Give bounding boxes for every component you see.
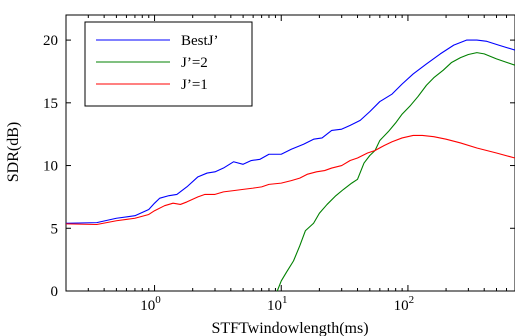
x-tick-label: 100: [140, 294, 161, 314]
series-line-3: [65, 134, 515, 226]
axis-ticks: 0 5 10 15 20 100 101 102: [43, 15, 515, 314]
legend-label-2: J’=2: [181, 55, 208, 71]
series-line-2: [276, 52, 515, 292]
y-tick-label: 5: [51, 221, 59, 237]
y-tick-label: 15: [43, 96, 58, 112]
legend-label-1: BestJ’: [181, 33, 219, 49]
legend: BestJ’ J’=2 J’=1: [84, 21, 253, 107]
y-tick-label: 10: [43, 159, 58, 175]
y-tick-label: 0: [51, 284, 59, 300]
series-line-1: [65, 39, 515, 224]
legend-box: [84, 21, 253, 107]
legend-label-3: J’=1: [181, 77, 208, 93]
x-tick-label: 102: [394, 294, 415, 314]
plot-frame: [65, 14, 515, 292]
y-tick-label: 20: [43, 33, 58, 49]
x-tick-label: 101: [267, 294, 288, 314]
y-axis-title: SDR(dB): [5, 122, 22, 182]
series-lines: [65, 39, 515, 292]
x-axis-title: STFTwindowlength(ms): [211, 320, 368, 336]
